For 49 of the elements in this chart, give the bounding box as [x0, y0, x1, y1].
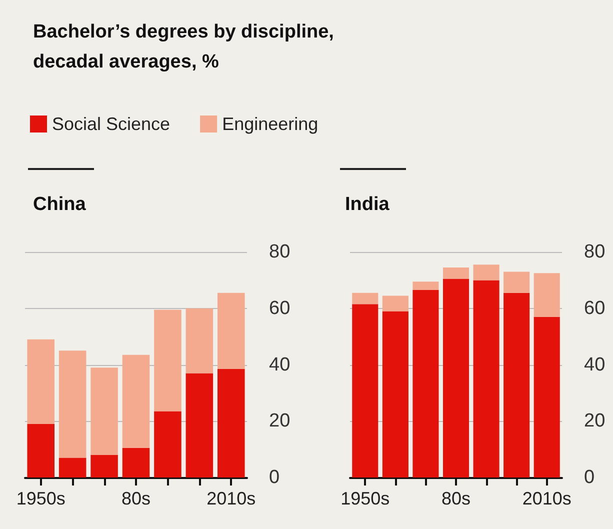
chart-subtitle: China	[33, 194, 86, 215]
bar	[382, 296, 408, 312]
bar	[382, 311, 408, 478]
bar	[504, 292, 530, 478]
bar	[122, 448, 150, 478]
bar	[58, 458, 86, 478]
y-tick-label: 0	[584, 467, 595, 488]
legend-label: Engineering	[222, 114, 318, 134]
x-tick-label: 80s	[441, 488, 471, 508]
bar	[473, 264, 500, 280]
y-tick-label: 0	[269, 467, 280, 488]
chart-subtitle: India	[345, 194, 390, 215]
bar	[412, 282, 439, 290]
y-tick-label: 40	[584, 354, 606, 376]
y-tick-label: 60	[269, 298, 290, 319]
bar	[534, 273, 560, 317]
x-tick-label: 2010s	[206, 488, 256, 508]
y-tick-label: 60	[584, 298, 606, 319]
bar	[90, 454, 118, 478]
bar	[352, 292, 378, 304]
x-tick-label: 2010s	[522, 488, 572, 508]
bar	[154, 411, 182, 478]
y-tick-label: 80	[584, 242, 606, 262]
y-tick-label: 40	[269, 354, 290, 376]
legend-label: Social Science	[52, 114, 170, 134]
bar	[352, 304, 378, 478]
chart-title: Bachelor’s degrees by discipline, decadal averages, %	[33, 22, 340, 72]
bar	[27, 424, 54, 478]
x-tick-label: 80s	[121, 488, 151, 508]
bar	[122, 354, 150, 448]
bar	[186, 373, 214, 478]
y-tick-label: 20	[269, 410, 290, 432]
bar	[442, 268, 470, 279]
bar	[27, 339, 54, 424]
bar	[218, 368, 245, 478]
bar	[218, 292, 245, 369]
bar	[90, 368, 118, 455]
x-tick-label: 1950s	[16, 488, 66, 508]
bar	[473, 280, 500, 478]
y-tick-label: 20	[584, 410, 606, 432]
y-tick-label: 80	[269, 242, 290, 262]
bar	[504, 272, 530, 293]
bar	[442, 278, 470, 478]
bar	[58, 350, 86, 458]
x-tick-label: 1950s	[340, 488, 390, 508]
bar	[154, 310, 182, 412]
bar	[534, 316, 560, 478]
bar	[412, 290, 439, 478]
bar	[186, 308, 214, 374]
